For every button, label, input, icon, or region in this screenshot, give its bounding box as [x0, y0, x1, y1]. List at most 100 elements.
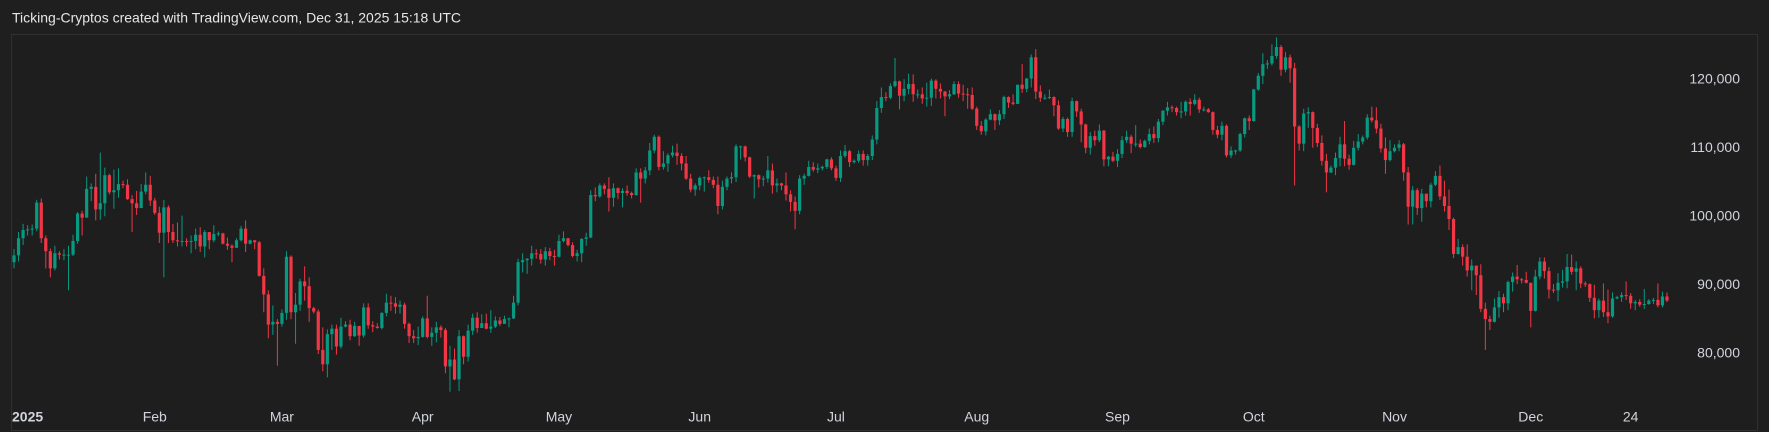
candle-body — [16, 238, 21, 256]
candle-body — [1147, 134, 1151, 141]
candle-body — [566, 238, 570, 246]
candle-body — [1011, 102, 1015, 104]
candle-body — [1297, 126, 1301, 144]
candle-body — [366, 307, 370, 326]
candle-body — [66, 254, 71, 256]
candle-body — [94, 186, 98, 210]
candle-body — [634, 172, 638, 196]
candle-body — [307, 286, 311, 309]
x-tick-label: Apr — [412, 409, 434, 425]
x-tick-label: Feb — [143, 409, 167, 425]
candle-body — [1388, 151, 1392, 161]
candle-body — [1143, 140, 1147, 148]
candle-body — [1034, 57, 1038, 92]
candle-body — [148, 184, 152, 201]
candle-body — [1656, 299, 1660, 306]
candle-body — [316, 311, 320, 350]
candle-body — [130, 199, 134, 204]
candle-body — [1624, 295, 1628, 297]
candle-body — [639, 172, 643, 179]
candle-body — [103, 175, 107, 204]
candle-body — [1247, 118, 1251, 122]
candle-body — [266, 294, 270, 325]
candle-body — [788, 194, 793, 202]
candle-body — [1215, 129, 1220, 135]
candle-body — [1120, 140, 1124, 154]
candle-body — [525, 258, 529, 261]
candle-body — [125, 184, 130, 200]
candle-body — [334, 328, 339, 347]
candle-body — [121, 184, 125, 186]
candle-body — [1488, 319, 1492, 322]
x-tick-label: 2025 — [12, 409, 43, 425]
candle-body — [480, 323, 484, 328]
candle-body — [539, 253, 543, 260]
candle-body — [1633, 301, 1637, 304]
candle-body — [475, 317, 479, 328]
candle-body — [670, 152, 675, 156]
candle-body — [71, 240, 75, 255]
candle-body — [1560, 281, 1565, 283]
candle-body — [557, 240, 561, 257]
candle-body — [1651, 299, 1655, 301]
candle-body — [57, 253, 62, 255]
candle-body — [225, 243, 230, 246]
candle-body — [979, 125, 983, 132]
candle-body — [1302, 113, 1306, 144]
x-tick-label: Aug — [964, 409, 989, 425]
candle-body — [1411, 190, 1415, 207]
candle-body — [357, 325, 361, 336]
candle-body — [461, 336, 466, 357]
candle-body — [135, 203, 139, 209]
candle-body — [1265, 63, 1269, 65]
candle-body — [1629, 295, 1633, 304]
candle-body — [1520, 279, 1524, 281]
candle-body — [421, 318, 425, 337]
candle-body — [1088, 136, 1092, 148]
candle-body — [80, 213, 84, 218]
candle-body — [153, 200, 157, 213]
candle-body — [393, 303, 398, 307]
candle-body — [507, 318, 511, 320]
candle-body — [543, 251, 547, 260]
candle-body — [171, 232, 175, 241]
candle-body — [1170, 107, 1174, 109]
candle-body — [929, 80, 933, 98]
candle-body — [21, 229, 25, 239]
candle-body — [1102, 130, 1106, 160]
candle-body — [448, 359, 452, 367]
candle-body — [1501, 297, 1506, 304]
candle-body — [988, 114, 992, 120]
candle-body — [757, 175, 761, 180]
candle-body — [1270, 55, 1274, 64]
candle-body — [1420, 193, 1424, 209]
candle-body — [375, 326, 379, 328]
candle-body — [198, 234, 202, 247]
candle-body — [666, 155, 670, 164]
candle-body — [1075, 101, 1079, 112]
candle-body — [1306, 112, 1310, 114]
candle-body — [857, 153, 861, 161]
candle-body — [620, 190, 625, 193]
y-tick-label: 120,000 — [1689, 71, 1740, 87]
candle-body — [1006, 97, 1011, 103]
candle-body — [875, 108, 879, 140]
candle-body — [1224, 125, 1229, 156]
candle-body — [402, 304, 407, 324]
candle-body — [1433, 175, 1437, 185]
candle-body — [112, 190, 116, 193]
candle-body — [466, 330, 470, 357]
candle-body — [1374, 120, 1378, 129]
candle-body — [689, 178, 693, 190]
candle-body — [784, 185, 788, 195]
candle-body — [1293, 68, 1297, 127]
chart-panel — [11, 34, 1758, 431]
candle-body — [925, 97, 929, 99]
candle-body — [1084, 124, 1088, 148]
candle-body — [793, 201, 797, 211]
candle-body — [1165, 107, 1170, 111]
candle-body — [970, 94, 974, 109]
candle-body — [1470, 265, 1474, 271]
candle-body — [702, 177, 706, 179]
candle-body — [1352, 147, 1356, 165]
